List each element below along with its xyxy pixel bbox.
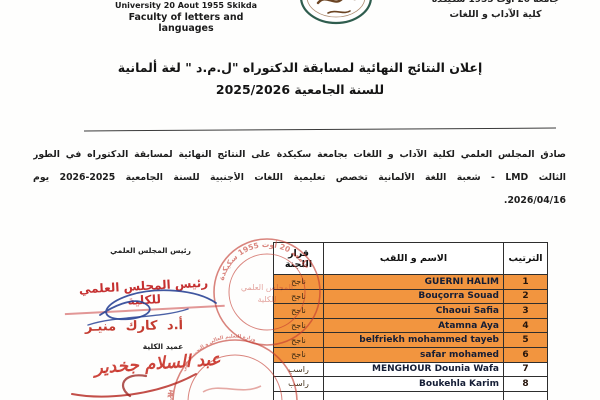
horizontal-divider: [84, 127, 556, 132]
name-cell: safar mohamed: [323, 346, 504, 363]
decision-cell: راسب: [273, 376, 324, 392]
name-cell: Chaoui Safia: [323, 303, 504, 319]
rank-cell: 3: [503, 303, 548, 319]
announcement-title: إعلان النتائج النهائية لمسابقة الدكتوراه…: [100, 60, 500, 97]
body-line-2: الثالث LMD - شعبة اللغة الألمانية تخصص ت…: [33, 172, 566, 183]
university-name-en: University 20 Aout 1955 Skikda: [114, 1, 258, 10]
table-row: راسب MENGHOUR Dounia Wafa 7: [273, 361, 548, 378]
faculty-name-en: Faculty of letters and languages: [128, 12, 244, 34]
header-right: جامعة 20 أوت 1955 سكيكدة كلية الآداب و ا…: [413, 0, 578, 20]
lower-stamp-ring-bottom-text: الآداب و اللغات: [166, 389, 187, 400]
rank-cell: [503, 390, 548, 400]
column-header-rank: الترتيب: [503, 242, 548, 275]
rank-cell: 6: [503, 346, 548, 363]
name-cell: GUERNI HALIM: [323, 274, 504, 290]
lower-stamp-star-icon: ✻: [167, 391, 175, 400]
decision-cell: راسب: [273, 361, 324, 378]
rank-cell: 8: [503, 376, 548, 392]
table-row: ناجح belfriekh mohammed tayeb 5: [273, 332, 548, 348]
results-table: قرار اللجنة الاسم و اللقب الترتيب ناجح GU…: [273, 242, 548, 400]
decision-cell: ناجح: [273, 303, 324, 319]
decision-cell: ناجح: [273, 288, 324, 305]
council-president-label: رئيس المجلس العلمي: [110, 246, 191, 255]
decision-cell: ناجح: [273, 274, 324, 290]
name-cell: MENGHOUR Dounia Wafa: [323, 361, 504, 378]
header-left: University 20 Aout 1955 Skikda Faculty o…: [106, 1, 266, 34]
table-row: راسب Boukehla Karim 8: [273, 376, 548, 392]
table-row: [273, 390, 548, 400]
column-header-name: الاسم و اللقب: [323, 242, 504, 275]
decision-cell: ناجح: [273, 346, 324, 363]
name-cell: [323, 390, 504, 400]
table-row: ناجح Chaoui Safia 3: [273, 303, 548, 319]
announcement-body: صادق المجلس العلمي لكلية الآداب و اللغات…: [33, 149, 566, 218]
rank-cell: 7: [503, 361, 548, 378]
results-table-body: ناجح GUERNI HALIM 1 ناجح Bouçorra Souad 2 ناجح…: [273, 274, 548, 400]
name-cell: belfriekh mohammed tayeb: [323, 332, 504, 348]
rectangular-stamp-text: رئيس المجلس العلمي للكلية: [63, 274, 225, 316]
decision-cell: ناجح: [273, 317, 324, 334]
council-president-name: أ.د كارك منيـر: [84, 318, 184, 335]
table-row: ناجح GUERNI HALIM 1: [273, 274, 548, 290]
decision-cell: ناجح: [273, 332, 324, 348]
rank-cell: 5: [503, 332, 548, 348]
rank-cell: 4: [503, 317, 548, 334]
table-header-row: قرار اللجنة الاسم و اللقب الترتيب: [273, 242, 548, 275]
university-name-ar: جامعة 20 أوت 1955 سكيكدة: [431, 0, 560, 5]
rank-cell: 1: [503, 274, 548, 290]
name-cell: Bouçorra Souad: [323, 288, 504, 305]
body-line-3: 2026/04/16.: [503, 195, 566, 206]
table-row: ناجح Atamna Aya 4: [273, 317, 548, 334]
table-row: ناجح safar mohamed 6: [273, 346, 548, 363]
rank-cell: 2: [503, 288, 548, 305]
university-logo-icon: [300, 0, 372, 25]
table-row: ناجح Bouçorra Souad 2: [273, 288, 548, 305]
name-cell: Boukehla Karim: [323, 376, 504, 392]
decision-cell: [273, 390, 324, 400]
body-line-1: صادق المجلس العلمي لكلية الآداب و اللغات…: [33, 149, 566, 160]
column-header-decision: قرار اللجنة: [273, 242, 324, 275]
faculty-name-ar: كلية الآداب و اللغات: [449, 9, 542, 20]
title-line-2: للسنة الجامعية 2025/2026: [215, 82, 385, 97]
dean-signature-name: عبد السلام جخدير: [93, 349, 222, 379]
name-cell: Atamna Aya: [323, 317, 504, 334]
title-line-1: إعلان النتائج النهائية لمسابقة الدكتوراه…: [117, 60, 483, 75]
svg-text:الآداب و اللغات: الآداب و اللغات: [166, 389, 187, 400]
dean-label: عميد الكلية: [142, 342, 184, 351]
